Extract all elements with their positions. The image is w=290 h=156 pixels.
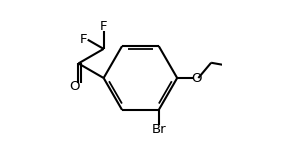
Text: O: O (69, 80, 80, 93)
Text: F: F (80, 33, 88, 46)
Text: Br: Br (151, 123, 166, 136)
Text: F: F (100, 20, 107, 33)
Text: O: O (191, 71, 202, 85)
